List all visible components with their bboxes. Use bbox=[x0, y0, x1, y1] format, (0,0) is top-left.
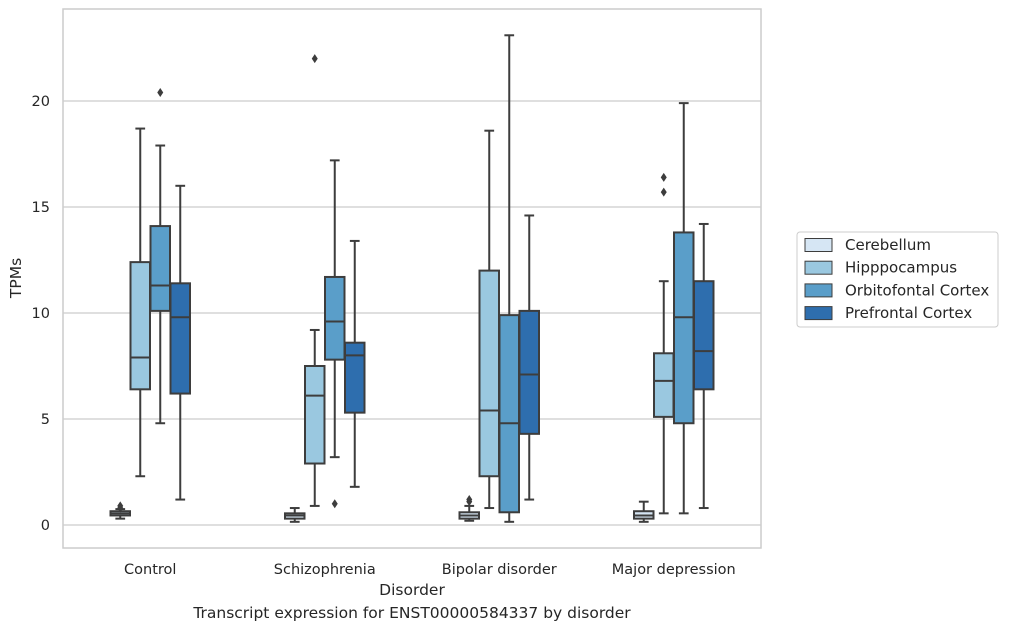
outlier-point bbox=[660, 172, 667, 182]
y-tick-label: 20 bbox=[32, 94, 50, 110]
x-tick-labels: Control Schizophrenia Bipolar disorder Majo… bbox=[124, 562, 736, 578]
box-iqr bbox=[498, 314, 520, 514]
box-iqr bbox=[518, 309, 540, 435]
box-iqr bbox=[304, 365, 326, 465]
box-group bbox=[129, 127, 151, 478]
plot-frame bbox=[62, 8, 762, 549]
x-axis-label: Disorder bbox=[379, 581, 445, 599]
legend-label: Prefrontal Cortex bbox=[845, 304, 972, 322]
x-tick-label: Bipolar disorder bbox=[442, 562, 557, 578]
box-group bbox=[284, 507, 306, 523]
outlier-point bbox=[660, 187, 667, 197]
outlier-point bbox=[117, 501, 124, 511]
box-group bbox=[109, 501, 131, 520]
box-iqr bbox=[693, 280, 715, 391]
x-tick-label: Schizophrenia bbox=[274, 562, 376, 578]
box-iqr bbox=[478, 269, 500, 478]
y-axis-label: TPMs bbox=[7, 258, 25, 299]
box-iqr bbox=[653, 352, 675, 418]
outlier-point bbox=[157, 88, 164, 98]
y-tick-label: 10 bbox=[32, 306, 50, 322]
y-tick-label: 0 bbox=[41, 518, 50, 534]
box-group bbox=[324, 159, 346, 509]
box-group bbox=[169, 184, 191, 501]
x-tick-label: Major depression bbox=[612, 562, 736, 578]
legend-swatch bbox=[804, 260, 833, 275]
legend-swatch bbox=[804, 283, 833, 298]
box-group bbox=[458, 495, 480, 522]
box-iqr bbox=[324, 275, 346, 361]
legend-swatch bbox=[804, 306, 833, 321]
box-group bbox=[149, 88, 171, 425]
y-tick-label: 5 bbox=[41, 412, 50, 428]
box-group bbox=[344, 239, 366, 488]
box-group bbox=[693, 222, 715, 510]
legend-label: Orbitofontal Cortex bbox=[845, 281, 989, 299]
legend-swatch bbox=[804, 238, 833, 252]
box-group bbox=[304, 54, 326, 507]
chart-caption: Transcript expression for ENST0000058433… bbox=[193, 604, 631, 622]
box-iqr bbox=[344, 341, 366, 414]
outlier-point bbox=[466, 495, 473, 505]
box-iqr bbox=[169, 282, 191, 395]
box-group bbox=[518, 214, 540, 501]
box-iqr bbox=[149, 225, 171, 312]
box-group bbox=[498, 34, 520, 523]
box-iqr bbox=[129, 261, 151, 391]
y-tick-labels: 0 5 10 15 20 bbox=[32, 94, 50, 534]
legend-frame bbox=[796, 231, 999, 328]
y-tick-label: 15 bbox=[32, 200, 50, 216]
legend: Cerebellum Hipppocampus Orbitofontal Corte… bbox=[796, 231, 999, 328]
box-group bbox=[633, 500, 655, 523]
outlier-point bbox=[311, 54, 318, 64]
box-group bbox=[673, 102, 695, 515]
legend-label: Cerebellum bbox=[845, 236, 931, 254]
x-tick-label: Control bbox=[124, 562, 176, 578]
outlier-point bbox=[331, 499, 338, 509]
box-group bbox=[478, 129, 500, 510]
legend-label: Hipppocampus bbox=[845, 259, 957, 277]
grid-lines bbox=[63, 100, 761, 526]
boxes bbox=[109, 34, 715, 523]
box-iqr bbox=[673, 231, 695, 425]
box-group bbox=[653, 172, 675, 515]
